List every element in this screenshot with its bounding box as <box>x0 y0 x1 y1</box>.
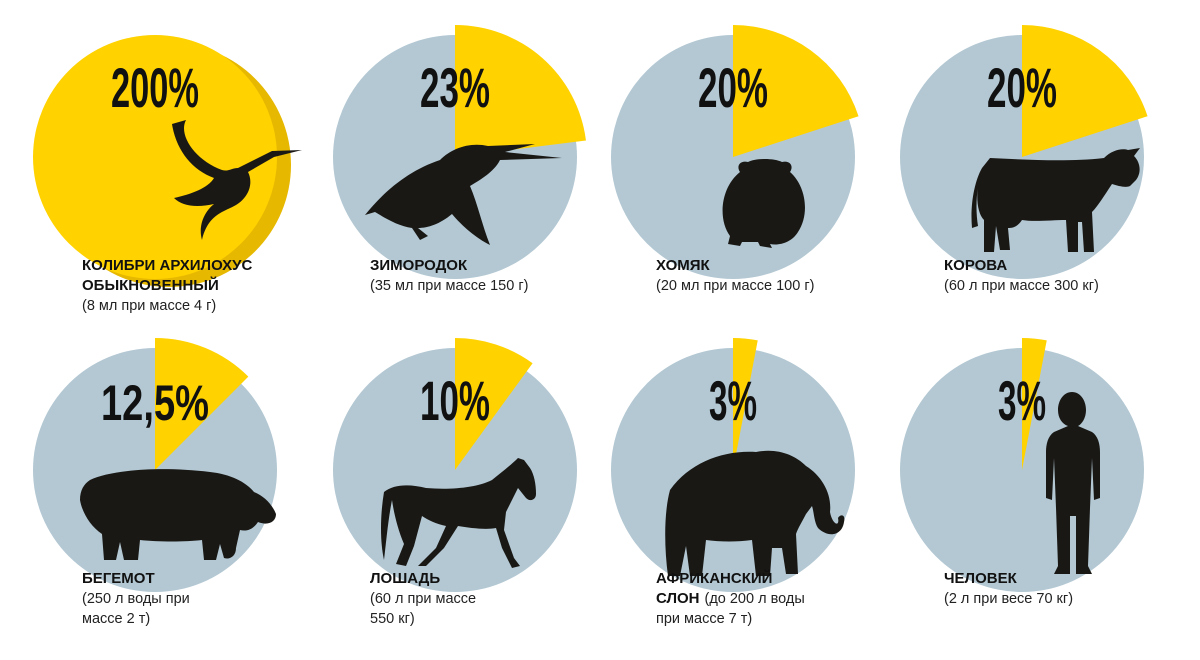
chart-item: 20% КОРОВА (60 л при массе 300 кг) <box>900 25 1148 294</box>
chart-item: 3% АФРИКАНСКИЙ СЛОН (до 200 л воды при массе… <box>611 338 855 627</box>
value-slice <box>455 25 586 157</box>
percent-label: 200% <box>111 56 199 119</box>
item-name: КОРОВА <box>944 257 1007 274</box>
item-name: БЕГЕМОТ <box>82 570 155 587</box>
kingfisher-icon <box>365 144 562 245</box>
item-name: ЛОШАДЬ <box>370 570 440 587</box>
chart-item: 12,5% БЕГЕМОТ (250 л воды при массе 2 т) <box>33 338 277 627</box>
item-desc: (2 л при весе 70 кг) <box>944 591 1073 607</box>
chart-item: 20% ХОМЯК (20 мл при массе 100 г) <box>611 25 859 294</box>
item-name: ОБЫКНОВЕННЫЙ <box>82 276 219 294</box>
chart-item: 200% КОЛИБРИ АРХИЛОХУС ОБЫКНОВЕННЫЙ (8 мл п… <box>33 35 302 314</box>
chart-item: 10% ЛОШАДЬ (60 л при массе 550 кг) <box>333 338 577 627</box>
item-name: АФРИКАНСКИЙ <box>656 569 772 587</box>
item-name: ЗИМОРОДОК <box>370 257 468 274</box>
percent-label: 12,5% <box>101 375 209 431</box>
item-desc: при массе 7 т) <box>656 611 752 627</box>
value-slice <box>155 338 249 470</box>
item-desc: (20 мл при массе 100 г) <box>656 278 814 294</box>
item-desc: (35 мл при массе 150 г) <box>370 278 528 294</box>
value-slice <box>733 338 758 470</box>
value-slice <box>733 25 859 157</box>
percent-label: 3% <box>709 369 757 432</box>
human-icon <box>1046 392 1100 574</box>
item-desc: (8 мл при массе 4 г) <box>82 298 216 314</box>
item-name: КОЛИБРИ АРХИЛОХУС <box>82 257 252 274</box>
value-slice <box>455 338 533 470</box>
percent-label: 20% <box>698 56 768 119</box>
chart-item: 3% ЧЕЛОВЕК (2 л при весе 70 кг) <box>900 338 1144 607</box>
hummingbird-icon <box>172 120 302 240</box>
horse-icon <box>381 458 536 568</box>
cow-icon <box>971 148 1140 252</box>
percent-label: 23% <box>420 56 490 119</box>
percent-label: 10% <box>420 369 490 432</box>
hamster-icon <box>722 159 805 248</box>
item-desc: (60 л при массе 300 кг) <box>944 278 1099 294</box>
elephant-icon <box>665 450 845 576</box>
item-name: ЧЕЛОВЕК <box>944 570 1018 587</box>
percent-label: 3% <box>998 369 1046 432</box>
item-desc: (250 л воды при <box>82 591 190 607</box>
hippo-icon <box>80 469 276 560</box>
value-slice <box>1022 25 1148 157</box>
chart-item: 23% ЗИМОРОДОК (35 мл при массе 150 г) <box>333 25 586 294</box>
value-slice <box>1022 338 1047 470</box>
item-name: СЛОН (до 200 л воды <box>656 590 805 607</box>
full-slice <box>33 35 277 279</box>
item-desc: (60 л при массе <box>370 591 476 607</box>
percent-label: 20% <box>987 56 1057 119</box>
item-name: ХОМЯК <box>656 257 711 274</box>
item-desc: 550 кг) <box>370 611 415 627</box>
item-desc: массе 2 т) <box>82 611 150 627</box>
item-desc: (до 200 л воды <box>704 591 804 607</box>
